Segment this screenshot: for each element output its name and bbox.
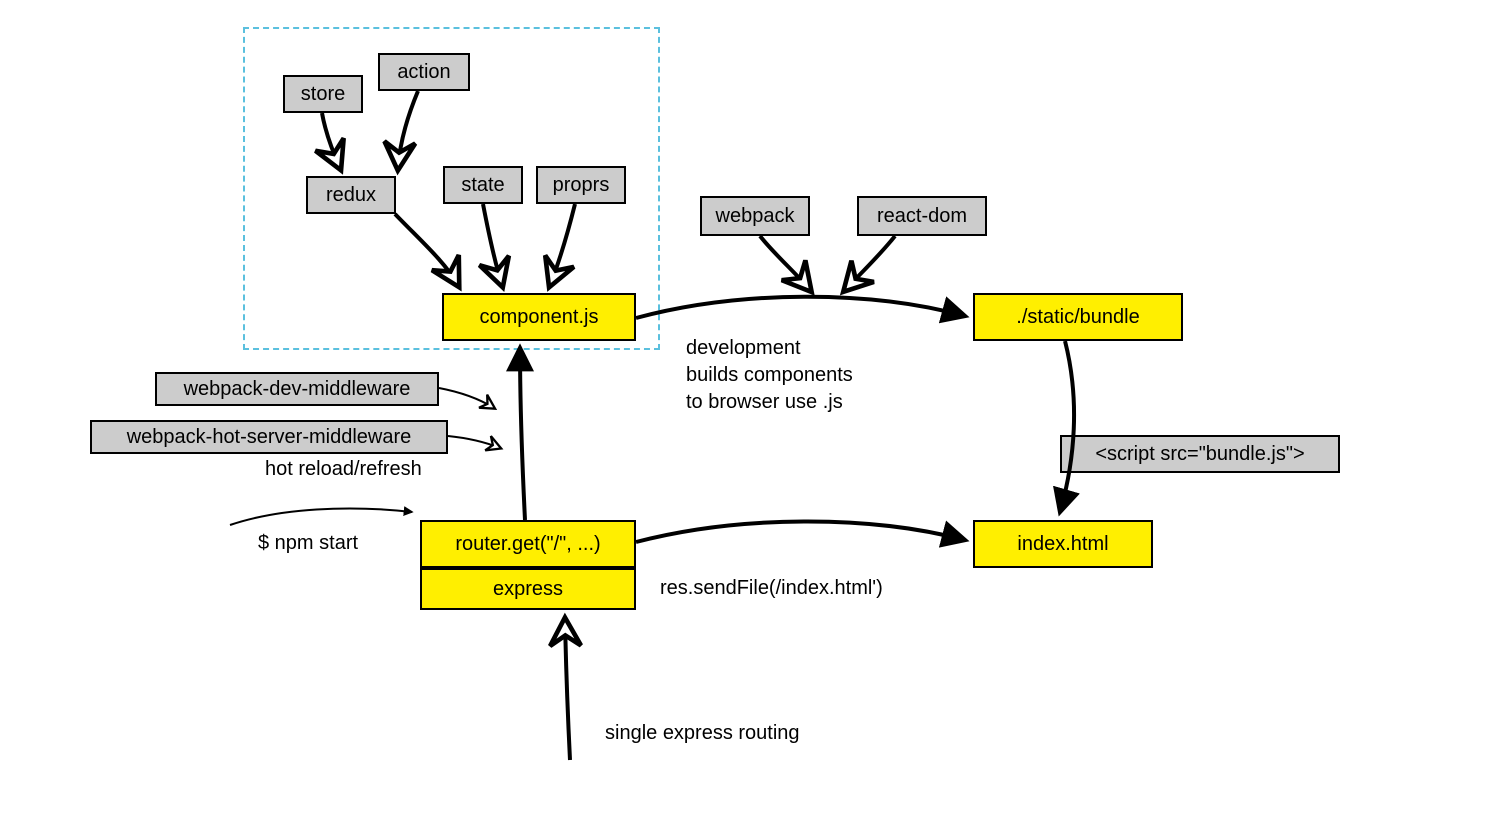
node-webpack-hot-server-middleware: webpack-hot-server-middleware: [90, 420, 448, 454]
label-hot-reload: hot reload/refresh: [265, 456, 422, 483]
node-router: router.get("/", ...): [420, 520, 636, 568]
node-index-html: index.html: [973, 520, 1153, 568]
node-state: state: [443, 166, 523, 204]
node-bundle: ./static/bundle: [973, 293, 1183, 341]
node-proprs: proprs: [536, 166, 626, 204]
label-sendfile: res.sendFile(/index.html'): [660, 575, 883, 602]
diagram-canvas: store action redux state proprs componen…: [0, 0, 1500, 813]
node-reactdom: react-dom: [857, 196, 987, 236]
label-single-route: single express routing: [605, 720, 800, 747]
node-express: express: [420, 568, 636, 610]
node-redux: redux: [306, 176, 396, 214]
node-script-src: <script src="bundle.js">: [1060, 435, 1340, 473]
node-webpack: webpack: [700, 196, 810, 236]
node-action: action: [378, 53, 470, 91]
label-npm-start: $ npm start: [258, 530, 358, 557]
node-component: component.js: [442, 293, 636, 341]
node-webpack-dev-middleware: webpack-dev-middleware: [155, 372, 439, 406]
node-store: store: [283, 75, 363, 113]
label-dev-builds: development builds components to browser…: [686, 335, 853, 416]
